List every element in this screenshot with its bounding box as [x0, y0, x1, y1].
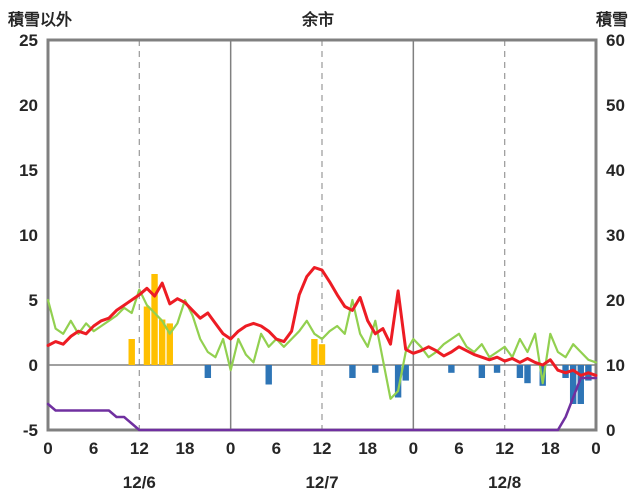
chart-title: 余市: [301, 12, 334, 29]
left-axis-title: 積雪以外: [8, 12, 73, 29]
right-axis-tick: 40: [606, 161, 625, 180]
right-axis-tick: 20: [606, 291, 625, 310]
date-label: 12/8: [488, 473, 521, 492]
date-label: 12/7: [305, 473, 338, 492]
purple-line: [46, 376, 598, 432]
yellow-bars: [128, 274, 326, 365]
right-axis-tick: 0: [606, 421, 615, 440]
x-axis-tick: 6: [272, 439, 281, 458]
x-axis-tick: 18: [358, 439, 377, 458]
x-axis-tick: 12: [313, 439, 332, 458]
date-label: 12/6: [123, 473, 156, 492]
x-axis-tick: 6: [89, 439, 98, 458]
x-axis-tick: 18: [176, 439, 195, 458]
right-axis-tick: 50: [606, 96, 625, 115]
x-axis-tick: 18: [541, 439, 560, 458]
x-axis-tick: 0: [409, 439, 418, 458]
left-axis-tick: 10: [19, 226, 38, 245]
right-axis-tick: 60: [606, 31, 625, 50]
left-axis-tick: 20: [19, 96, 38, 115]
right-axis-title: 積雪: [595, 12, 628, 29]
left-axis-tick: -5: [23, 421, 38, 440]
x-axis-tick: 12: [495, 439, 514, 458]
x-axis-tick: 0: [226, 439, 235, 458]
x-axis-tick: 0: [43, 439, 52, 458]
right-axis-tick: 30: [606, 226, 625, 245]
left-axis-tick: 0: [29, 356, 38, 375]
blue-bars: [204, 365, 592, 404]
right-axis-tick: 10: [606, 356, 625, 375]
left-axis-tick: 5: [29, 291, 38, 310]
x-axis-tick: 6: [454, 439, 463, 458]
red-line: [46, 266, 598, 377]
left-axis-tick: 25: [19, 31, 38, 50]
green-line: [46, 288, 598, 400]
x-axis-tick: 12: [130, 439, 149, 458]
x-axis-tick: 0: [591, 439, 600, 458]
left-axis-tick: 15: [19, 161, 38, 180]
